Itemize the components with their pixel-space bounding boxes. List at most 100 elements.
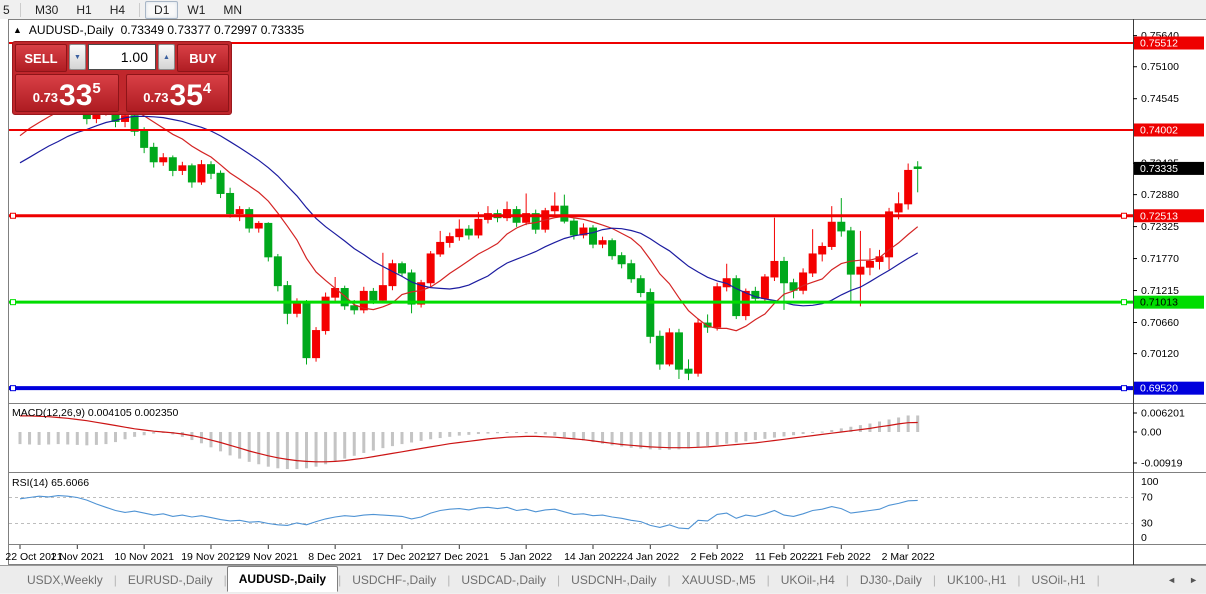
timeframe-button-m30[interactable]: M30 <box>35 2 59 17</box>
volume-increase-button[interactable]: ▲ <box>158 44 175 70</box>
timeframe-button-h1[interactable]: H1 <box>76 2 92 17</box>
chart-tab-ukoil-h4[interactable]: UKOil-,H4 <box>780 572 835 587</box>
svg-text:0.71013: 0.71013 <box>1140 297 1178 309</box>
horizontal-level-lines[interactable] <box>9 42 1133 392</box>
svg-text:0.71215: 0.71215 <box>1141 285 1179 297</box>
timeframe-button-w1[interactable]: W1 <box>187 2 206 17</box>
timeframe-button-d1[interactable]: D1 <box>145 0 179 19</box>
timeframe-toolbar: 5 M30 H1 H4 D1 W1 MN <box>0 0 1206 20</box>
svg-text:0.75100: 0.75100 <box>1141 61 1179 73</box>
svg-text:19 Nov 2021: 19 Nov 2021 <box>181 551 241 563</box>
svg-text:21 Feb 2022: 21 Feb 2022 <box>812 551 871 563</box>
chart-tab-dj30-daily[interactable]: DJ30-,Daily <box>859 572 922 587</box>
toolbar-separator <box>20 2 21 17</box>
svg-text:30: 30 <box>1141 518 1153 530</box>
chart-window[interactable]: 0.756400.751000.745450.734250.728800.723… <box>0 19 1206 565</box>
ma-slow-line <box>19 115 918 307</box>
tab-scroll-right-icon[interactable]: ► <box>1189 575 1198 585</box>
chart-symbol-label: AUDUSD-,Daily <box>28 23 114 37</box>
toolbar-separator <box>139 2 141 17</box>
tab-separator: | <box>1096 572 1100 587</box>
svg-text:-0.00919: -0.00919 <box>1141 458 1183 470</box>
svg-text:11 Feb 2022: 11 Feb 2022 <box>755 551 813 563</box>
tab-separator: | <box>667 572 671 587</box>
svg-text:0.00: 0.00 <box>1141 427 1162 439</box>
chart-tab-usdx-weekly[interactable]: USDX,Weekly <box>27 572 103 587</box>
chart-tab-usdcad-daily[interactable]: USDCAD-,Daily <box>461 572 547 587</box>
line-drag-handle <box>10 385 16 392</box>
buy-button[interactable]: BUY <box>177 44 229 72</box>
chevron-down-icon: ▼ <box>74 53 81 61</box>
tab-scroll-controls: ◄ ► <box>1167 566 1198 594</box>
symbol-tab-bar: USDX,Weekly | EURUSD-,Daily | AUDUSD-,Daily |… <box>0 565 1206 593</box>
tab-separator: | <box>845 572 849 587</box>
macd-signal-line <box>20 415 918 463</box>
chart-tab-usoil-h1[interactable]: USOil-,H1 <box>1031 572 1086 587</box>
line-drag-handle <box>1121 212 1127 219</box>
tab-separator: | <box>932 572 937 587</box>
svg-text:8 Dec 2021: 8 Dec 2021 <box>308 551 362 563</box>
chart-tab-audusd-daily[interactable]: AUDUSD-,Daily <box>226 565 339 592</box>
svg-text:70: 70 <box>1141 492 1153 504</box>
tab-separator: | <box>766 572 770 587</box>
sell-button[interactable]: SELL <box>15 44 67 72</box>
ma-fast-line <box>19 102 919 332</box>
svg-text:2 Mar 2022: 2 Mar 2022 <box>882 551 935 563</box>
price-label-chips: 0.75512 0.74002 0.72513 0.71013 0.69520 0.733… <box>1134 36 1204 395</box>
chart-tab-usdchf-daily[interactable]: USDCHF-,Daily <box>352 572 437 587</box>
line-drag-handle <box>1121 385 1127 392</box>
chart-tab-eurusd-daily[interactable]: EURUSD-,Daily <box>127 572 213 587</box>
svg-text:0.72513: 0.72513 <box>1140 210 1178 222</box>
line-drag-handle <box>1121 299 1127 306</box>
chart-ohlc-values: 0.73349 0.73377 0.72997 0.73335 <box>120 23 305 37</box>
buy-price-display[interactable]: 0.73 35 4 <box>125 74 229 112</box>
svg-text:100: 100 <box>1141 476 1159 488</box>
svg-text:0.73335: 0.73335 <box>1140 163 1178 175</box>
chevron-up-icon: ▲ <box>163 53 170 61</box>
tab-separator: | <box>1017 572 1021 587</box>
tab-scroll-left-icon[interactable]: ◄ <box>1167 575 1177 585</box>
sell-price-display[interactable]: 0.73 33 5 <box>15 74 119 112</box>
timeframe-button-5[interactable]: 5 <box>3 2 10 17</box>
chart-tab-usdcnh-daily[interactable]: USDCNH-,Daily <box>571 572 657 587</box>
tab-separator: | <box>113 572 117 587</box>
svg-text:0.70120: 0.70120 <box>1141 348 1179 360</box>
rsi-panel: RSI(14) 65.6066 100 70 30 0 <box>9 476 1159 544</box>
tab-separator: | <box>447 572 451 587</box>
volume-decrease-button[interactable]: ▼ <box>69 44 86 70</box>
svg-text:0: 0 <box>1141 532 1147 544</box>
svg-text:0.70660: 0.70660 <box>1141 317 1179 329</box>
rsi-line <box>19 495 918 530</box>
svg-text:0.72325: 0.72325 <box>1141 221 1179 233</box>
svg-text:22 Oct 2021: 22 Oct 2021 <box>5 551 62 563</box>
symbol-marker-icon: ▲ <box>13 24 22 35</box>
svg-text:17 Dec 2021: 17 Dec 2021 <box>372 551 432 563</box>
svg-text:27 Dec 2021: 27 Dec 2021 <box>430 551 490 563</box>
svg-text:0.69520: 0.69520 <box>1140 383 1178 395</box>
tab-separator: | <box>557 572 561 587</box>
line-drag-handle <box>10 299 16 306</box>
svg-text:2 Feb 2022: 2 Feb 2022 <box>691 551 744 563</box>
svg-text:29 Nov 2021: 29 Nov 2021 <box>239 551 299 563</box>
svg-text:14 Jan 2022: 14 Jan 2022 <box>564 551 622 563</box>
svg-text:0.74002: 0.74002 <box>1140 124 1178 136</box>
tab-separator: | <box>338 572 342 587</box>
chart-tab-uk100-h1[interactable]: UK100-,H1 <box>947 572 1007 587</box>
svg-text:0.006201: 0.006201 <box>1141 408 1185 420</box>
timeframe-button-h4[interactable]: H4 <box>109 2 126 17</box>
svg-text:1 Nov 2021: 1 Nov 2021 <box>50 551 104 563</box>
svg-text:24 Jan 2022: 24 Jan 2022 <box>621 551 679 563</box>
svg-text:0.71770: 0.71770 <box>1141 253 1179 265</box>
tab-separator: | <box>223 572 227 587</box>
chart-title: ▲ AUDUSD-,Daily 0.73349 0.73377 0.72997 … <box>13 23 304 37</box>
line-drag-handle <box>10 212 16 219</box>
svg-text:0.74545: 0.74545 <box>1141 93 1179 105</box>
volume-input[interactable]: 1.00 <box>88 44 156 70</box>
svg-text:0.72880: 0.72880 <box>1141 189 1179 201</box>
macd-panel: MACD(12,26,9) 0.004105 0.002350 0.006201 0… <box>12 407 1185 470</box>
timeframe-button-mn[interactable]: MN <box>223 2 243 17</box>
svg-text:0.75512: 0.75512 <box>1140 38 1178 50</box>
svg-text:10 Nov 2021: 10 Nov 2021 <box>114 551 174 563</box>
chart-tab-xauusd-m5[interactable]: XAUUSD-,M5 <box>681 572 756 587</box>
